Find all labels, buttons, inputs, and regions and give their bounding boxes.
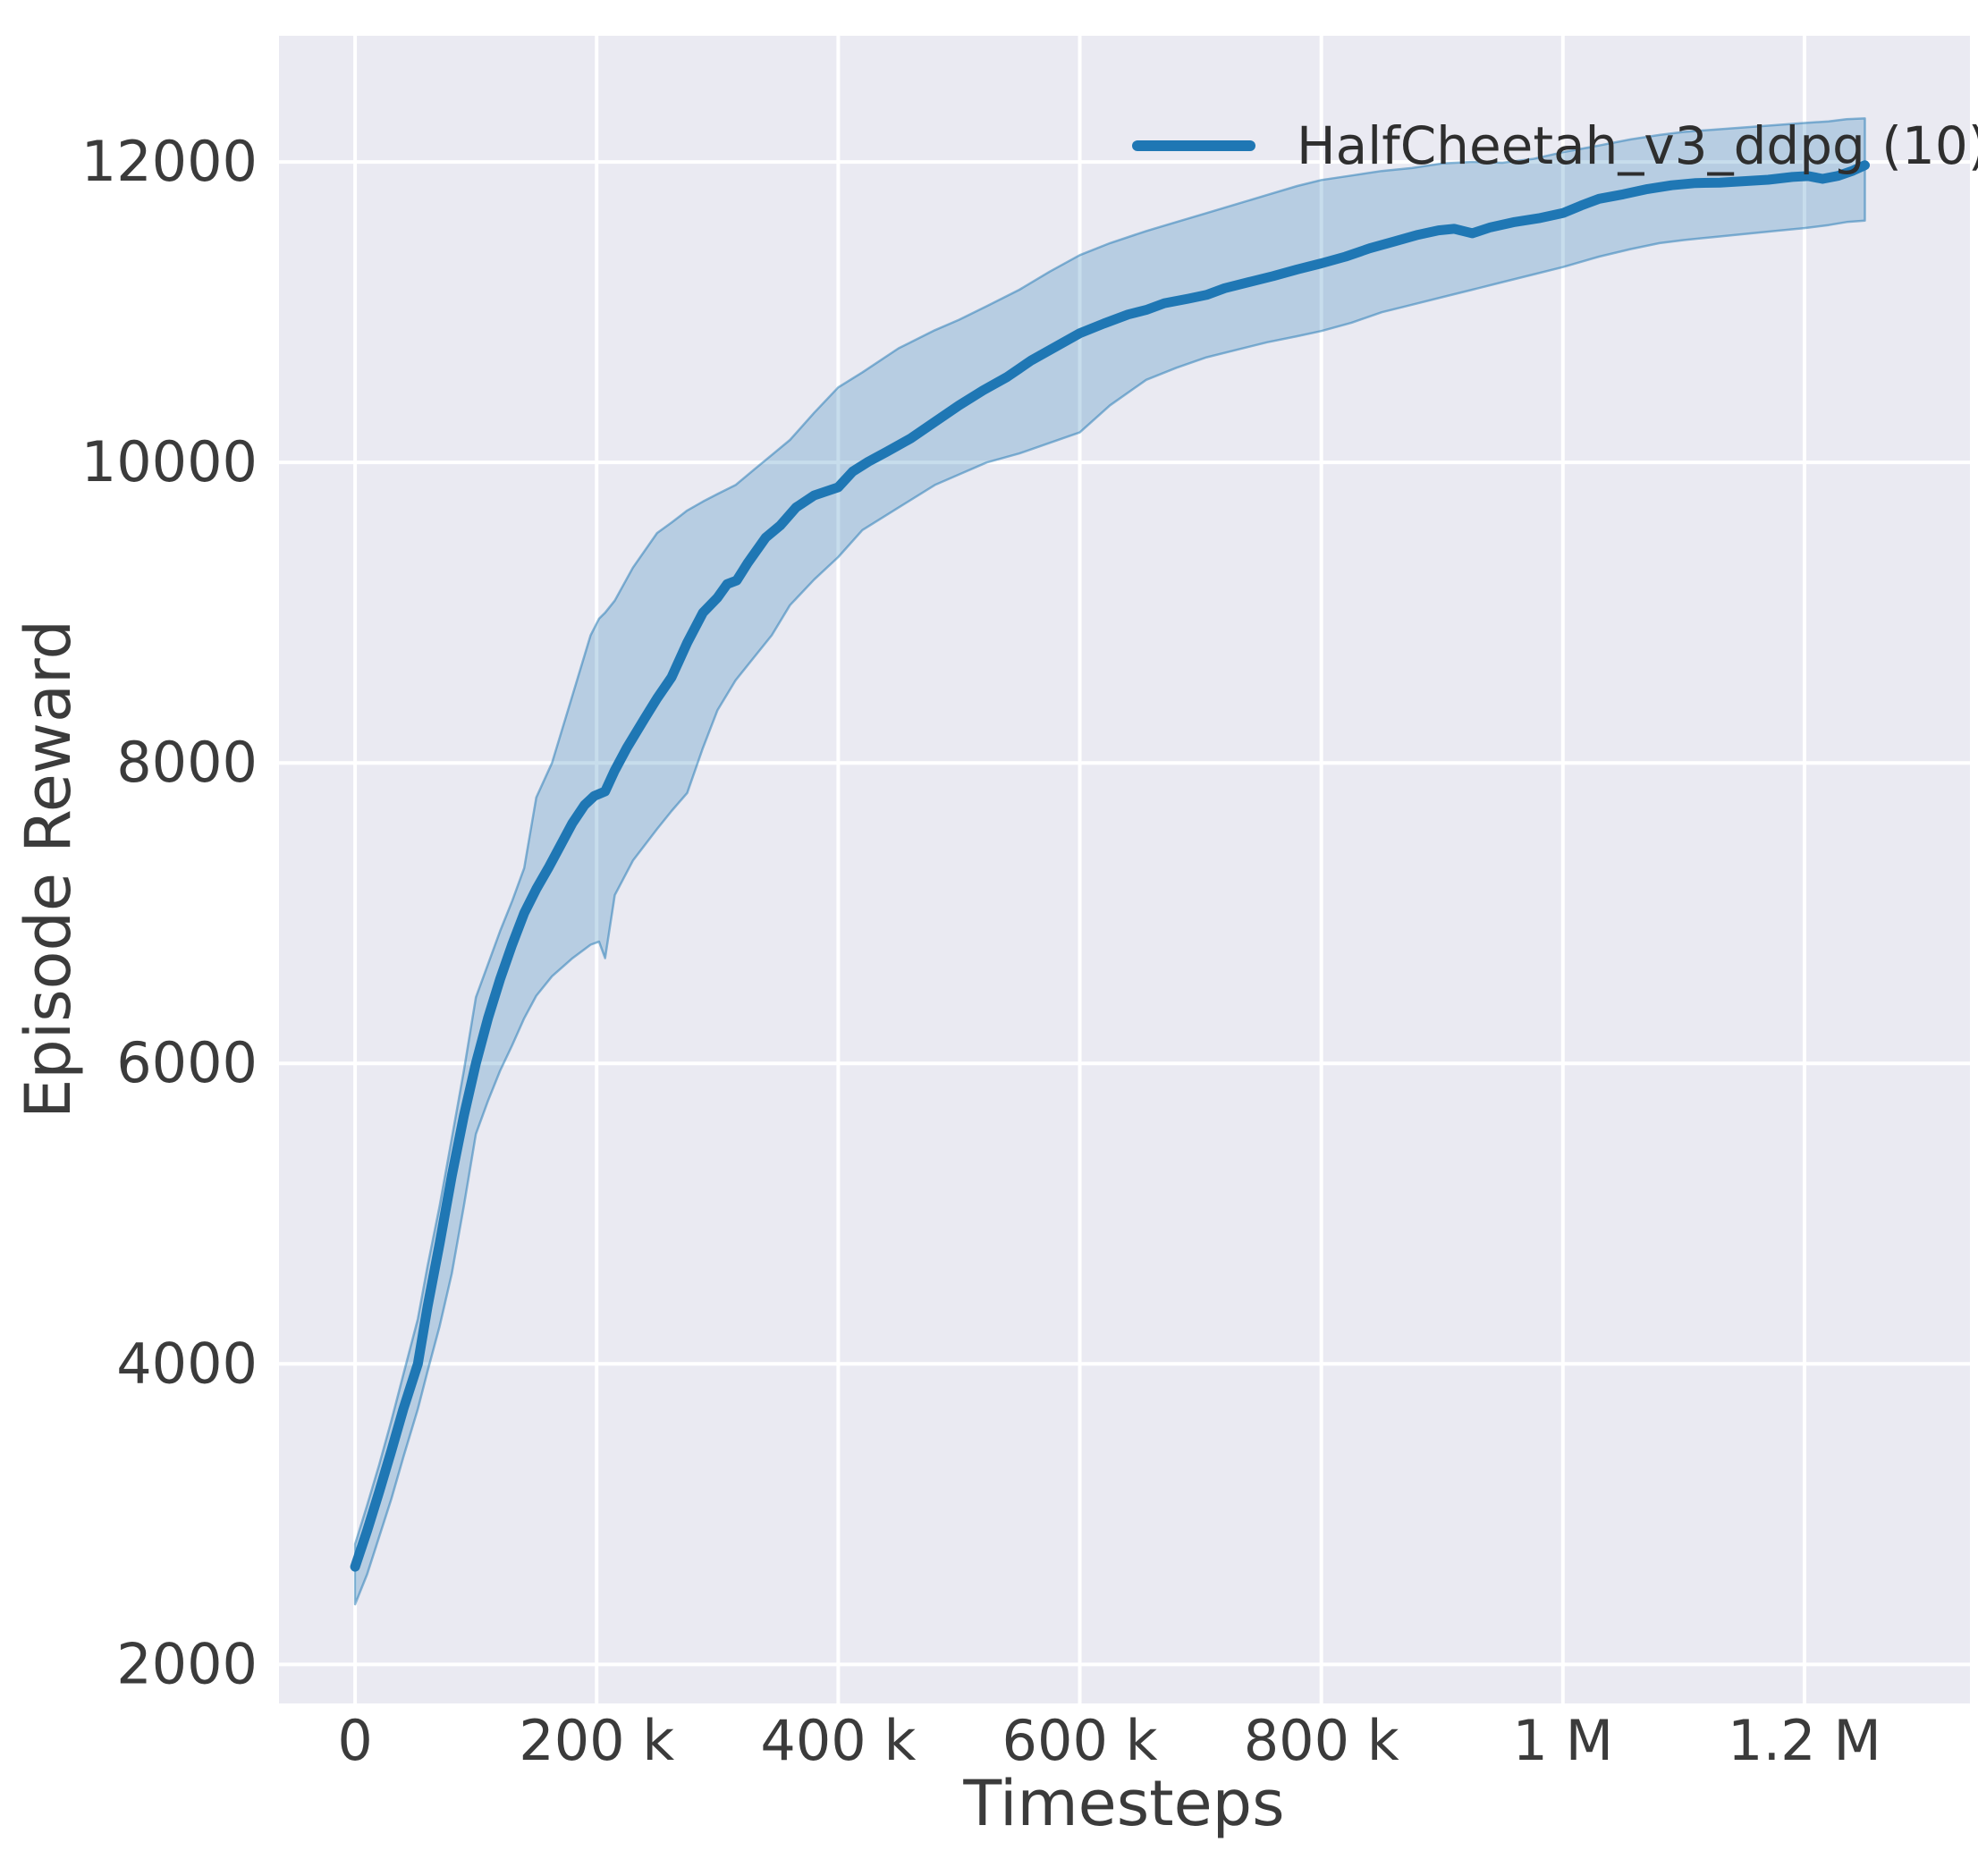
y-axis-title: Episode Reward	[12, 620, 85, 1119]
legend-label: HalfCheetah_v3_ddpg (10)	[1297, 115, 1978, 176]
y-tick-label: 12000	[81, 129, 258, 194]
x-tick-label: 800 k	[1244, 1708, 1399, 1773]
y-tick-label: 10000	[81, 429, 258, 494]
x-axis-tick-labels: 0 200 k 400 k 600 k 800 k 1 M 1.2 M	[337, 1708, 1881, 1773]
y-tick-label: 6000	[116, 1030, 258, 1095]
x-tick-label: 1.2 M	[1728, 1708, 1881, 1773]
confidence-band	[353, 117, 1866, 1606]
x-tick-label: 600 k	[1002, 1708, 1158, 1773]
y-tick-label: 8000	[116, 730, 258, 795]
legend: HalfCheetah_v3_ddpg (10)	[1132, 115, 1978, 176]
x-tick-label: 0	[337, 1708, 372, 1773]
gridlines	[279, 36, 1970, 1703]
x-tick-label: 1 M	[1512, 1708, 1613, 1773]
y-tick-label: 4000	[116, 1331, 258, 1396]
x-tick-label: 200 k	[519, 1708, 674, 1773]
y-tick-label: 2000	[116, 1631, 258, 1696]
y-axis-tick-labels: 2000 4000 6000 8000 10000 12000	[81, 129, 258, 1696]
x-axis-title: Timesteps	[962, 1767, 1284, 1840]
mean-line	[350, 160, 1870, 1572]
x-tick-label: 400 k	[760, 1708, 916, 1773]
